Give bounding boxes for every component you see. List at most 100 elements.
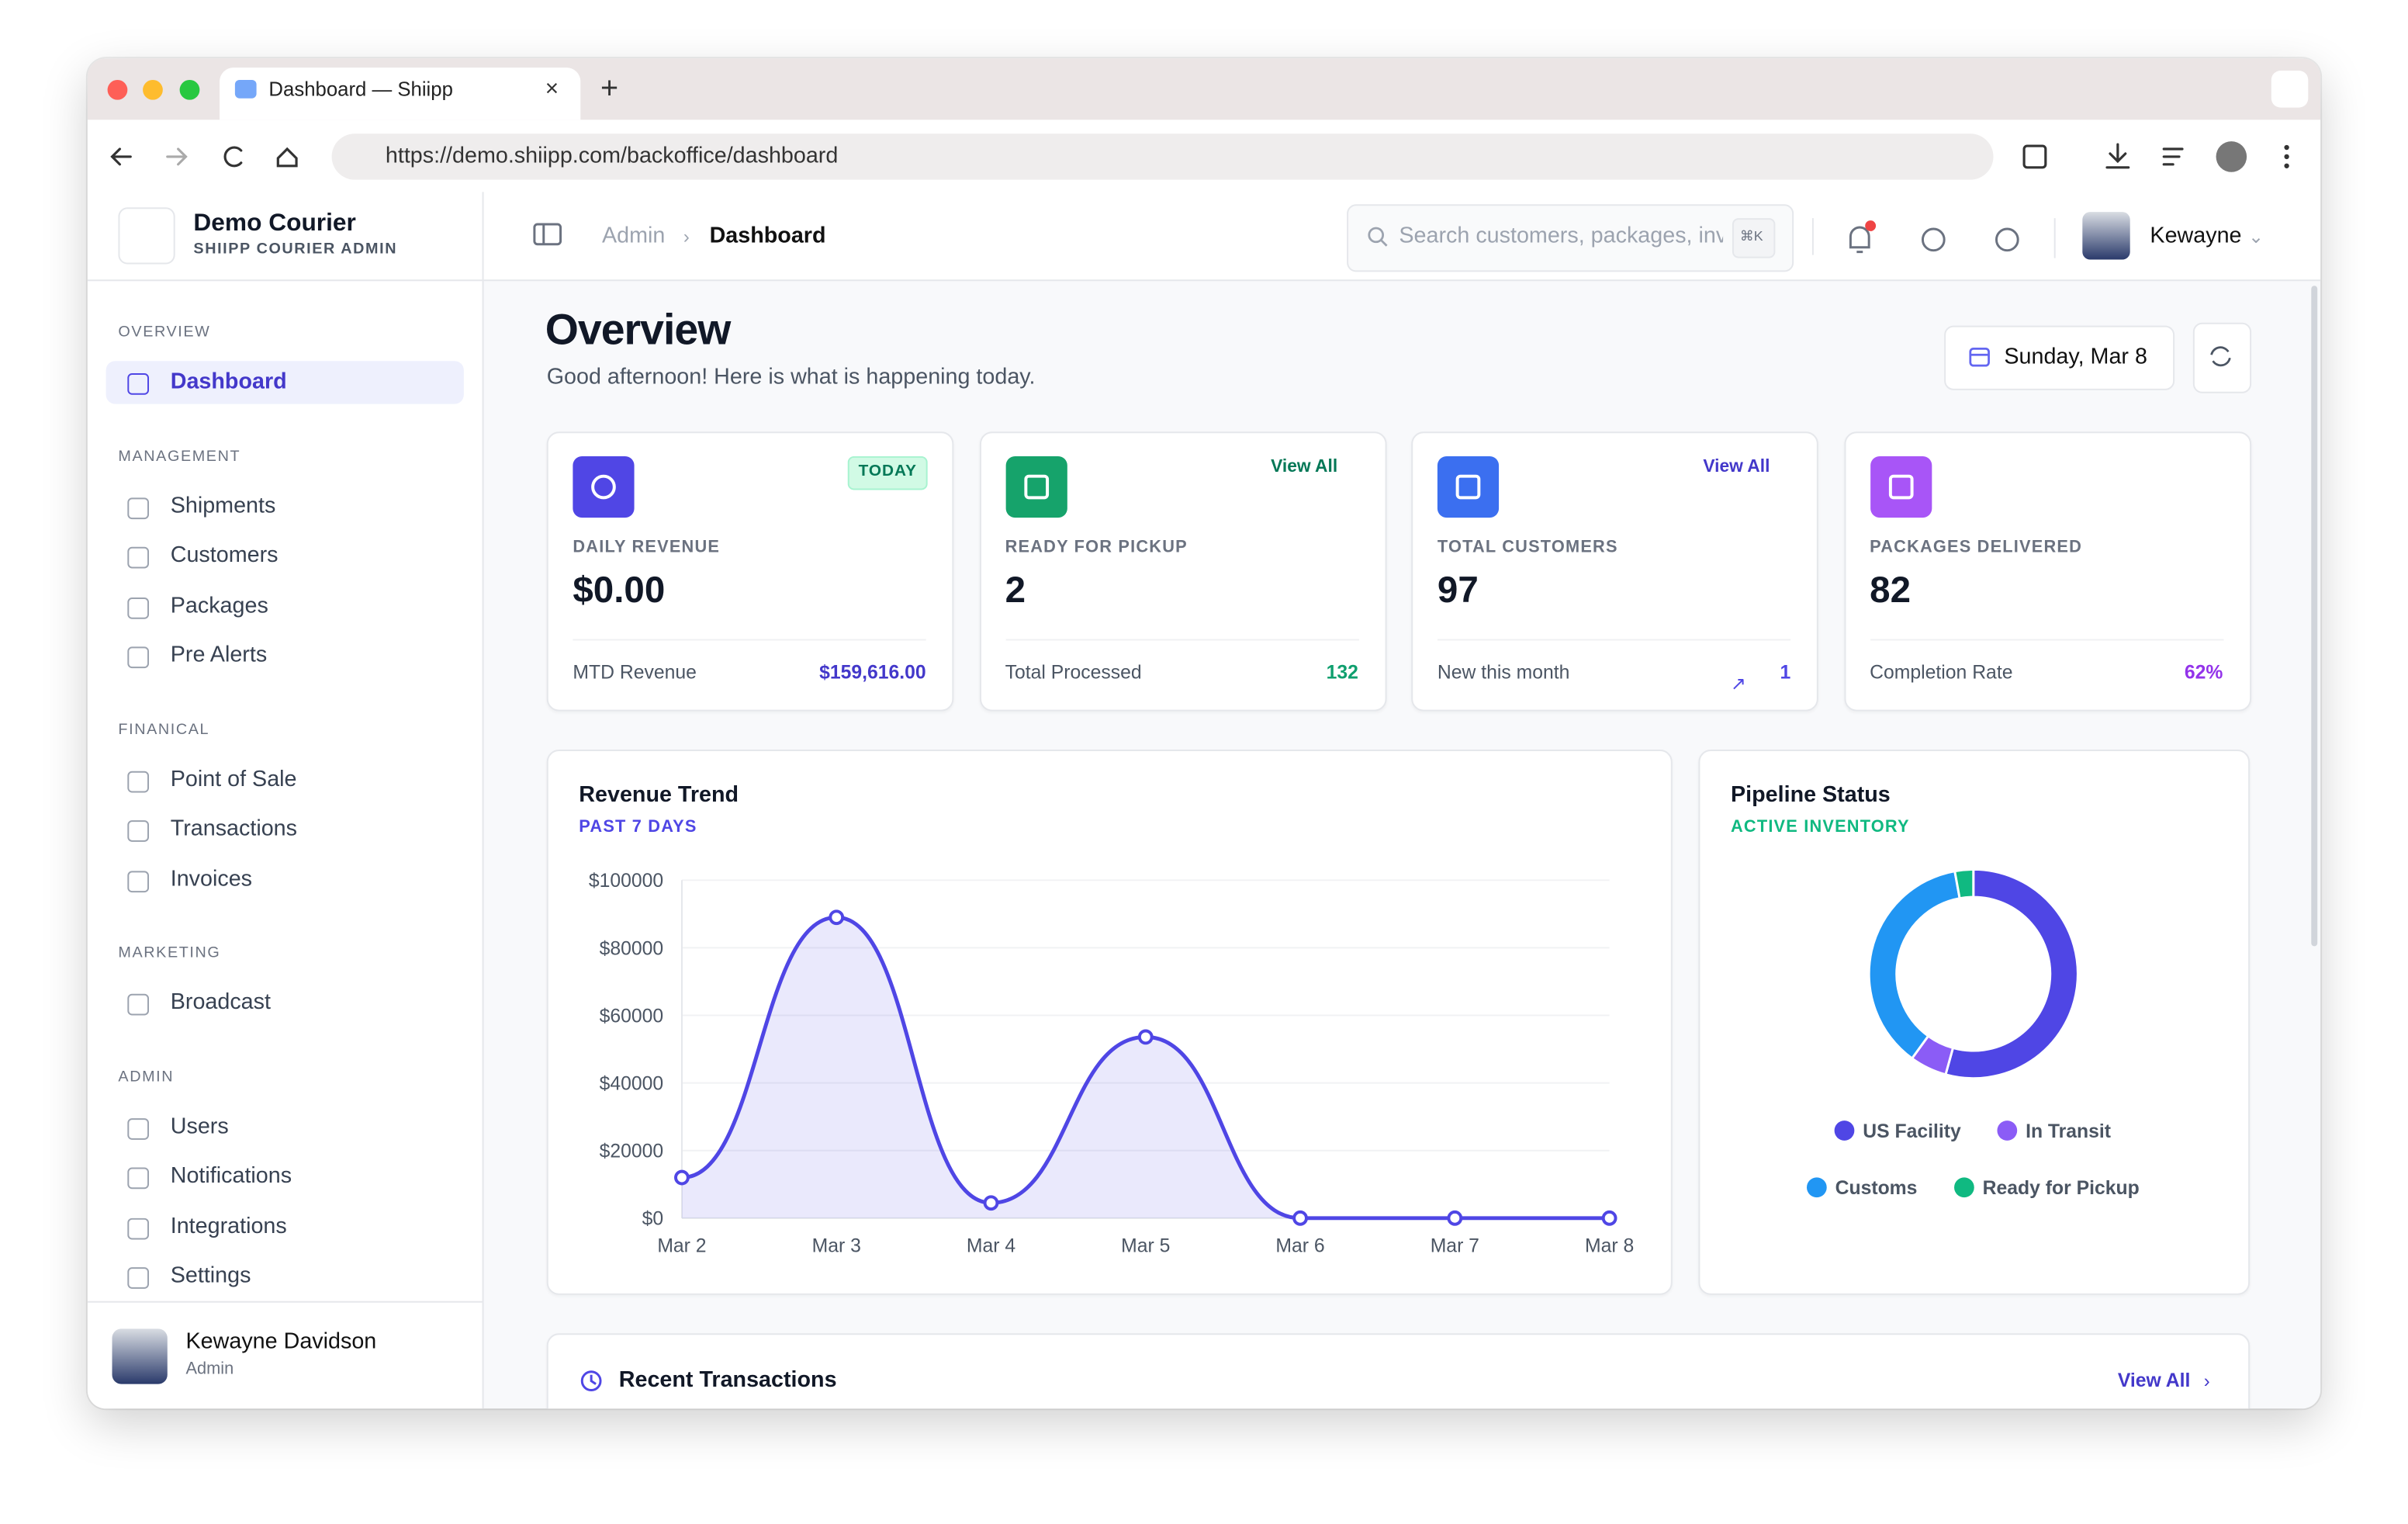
x-tick-label: Mar 4	[967, 1235, 1015, 1256]
nav-item[interactable]: Dashboard	[170, 369, 287, 395]
help-button[interactable]	[1995, 227, 2019, 252]
nav-item[interactable]: Settings	[170, 1263, 251, 1289]
whatsapp-button[interactable]	[1921, 227, 1946, 252]
new-tab[interactable]: +	[600, 72, 619, 106]
stat-icon	[1005, 455, 1067, 518]
home-button[interactable]	[276, 147, 298, 168]
user-menu-chevron[interactable]: ⌄	[2248, 225, 2264, 248]
y-tick-label: $80000	[600, 938, 664, 959]
minimize-window[interactable]	[143, 79, 163, 100]
nav-item[interactable]: Shipments	[170, 494, 276, 519]
nav-item[interactable]: Point of Sale	[170, 767, 297, 792]
search-clip: Search customers, packages, inv	[1399, 221, 1723, 252]
sidebar-toggle[interactable]	[533, 223, 564, 248]
stat-footer-label: Total Processed	[1005, 661, 1142, 684]
active-tab[interactable]	[220, 68, 581, 120]
divider	[1811, 218, 1814, 255]
history-icon	[580, 1370, 602, 1392]
stat-icon-glyph	[1023, 474, 1049, 500]
refresh-button[interactable]	[2192, 322, 2252, 393]
nav-item[interactable]: Packages	[170, 593, 268, 618]
revenue-card	[546, 750, 1673, 1295]
stat-footer-value: $159,616.00	[819, 661, 926, 684]
media-button[interactable]	[2162, 147, 2184, 166]
shortcut-badge	[1732, 218, 1776, 258]
breadcrumb-parent[interactable]: Admin	[601, 223, 666, 249]
nav-icon	[127, 870, 150, 892]
stat-label: PACKAGES DELIVERED	[1870, 538, 2083, 557]
shortcut: ⌘K	[1739, 227, 1763, 244]
notifications-button[interactable]	[1849, 226, 1870, 254]
forward-button[interactable]	[166, 147, 188, 166]
legend-swatch	[1997, 1120, 2018, 1141]
breadcrumb-current: Dashboard	[709, 223, 826, 249]
point	[1137, 1029, 1154, 1045]
stat-footer-label: New this month	[1437, 661, 1570, 684]
nav-item[interactable]: Pre Alerts	[170, 643, 268, 668]
nav-item[interactable]: Customers	[170, 543, 279, 569]
nav-item[interactable]: Users	[170, 1114, 229, 1140]
address-bar[interactable]	[331, 133, 1994, 180]
y-tick-label: $20000	[600, 1141, 664, 1162]
legend-swatch	[1806, 1177, 1827, 1198]
stat-value: 82	[1870, 570, 1912, 611]
url[interactable]: https://demo.shiipp.com/backoffice/dashb…	[385, 144, 839, 169]
pie-slice	[1867, 869, 1961, 1061]
nav-icon	[127, 771, 150, 793]
recent-card	[546, 1333, 2251, 1409]
header-user[interactable]: Kewayne	[2150, 223, 2242, 249]
profile-button[interactable]	[2216, 141, 2247, 172]
tab-title: Dashboard — Shiipp	[268, 77, 453, 101]
tab-menu[interactable]	[2271, 71, 2309, 108]
trend-icon: ↗	[1730, 673, 1746, 694]
recent-link[interactable]: View All	[2117, 1370, 2191, 1392]
nav-section-title: MARKETING	[118, 944, 221, 962]
date-text[interactable]: Sunday, Mar 8	[2004, 345, 2147, 370]
close-window[interactable]	[107, 79, 128, 100]
nav-section-title: OVERVIEW	[118, 324, 211, 341]
downloads-button[interactable]	[2105, 143, 2130, 169]
header-avatar[interactable]	[2082, 212, 2130, 260]
nav-icon	[127, 497, 150, 520]
stat-value: 2	[1005, 570, 1026, 611]
user-avatar	[112, 1328, 168, 1384]
nav-item[interactable]: Transactions	[170, 817, 297, 842]
nav-item[interactable]: Notifications	[170, 1164, 292, 1190]
point	[829, 909, 845, 926]
back-button[interactable]	[110, 147, 132, 166]
legend-label: US Facility	[1863, 1121, 1961, 1142]
stat-footer-value: 132	[1326, 661, 1358, 684]
search-box[interactable]	[1347, 204, 1794, 272]
point	[1447, 1210, 1463, 1226]
nav-icon	[127, 646, 150, 668]
x-tick-label: Mar 7	[1431, 1235, 1479, 1256]
stat-icon	[1437, 455, 1500, 518]
brand-subtitle: SHIIPP COURIER ADMIN	[193, 241, 398, 258]
stat-footer-value: 1	[1780, 661, 1791, 684]
area	[681, 917, 1610, 1218]
y-tick-label: $40000	[600, 1074, 664, 1095]
page-title: Overview	[545, 305, 732, 354]
stat-value: $0.00	[573, 570, 666, 611]
x-tick-label: Mar 6	[1275, 1235, 1324, 1256]
user-role: Admin	[185, 1359, 234, 1379]
nav-icon	[127, 373, 150, 395]
reload-button[interactable]	[223, 146, 243, 168]
tab-close[interactable]: ×	[545, 75, 559, 102]
nav-icon	[127, 993, 150, 1016]
nav-icon	[127, 597, 150, 618]
nav-item[interactable]: Integrations	[170, 1214, 287, 1239]
nav-item[interactable]: Invoices	[170, 867, 253, 892]
extensions-button[interactable]	[2022, 144, 2047, 169]
x-tick-label: Mar 5	[1121, 1235, 1170, 1256]
date-button[interactable]	[1944, 325, 2175, 390]
stat-link[interactable]: View All	[1703, 458, 1770, 477]
nav-icon	[127, 1217, 150, 1239]
maximize-window[interactable]	[179, 79, 200, 100]
stat-link[interactable]: View All	[1271, 458, 1338, 477]
stat-badge-bg	[847, 455, 928, 490]
nav-item[interactable]: Broadcast	[170, 990, 271, 1016]
search-icon	[1368, 227, 1388, 247]
